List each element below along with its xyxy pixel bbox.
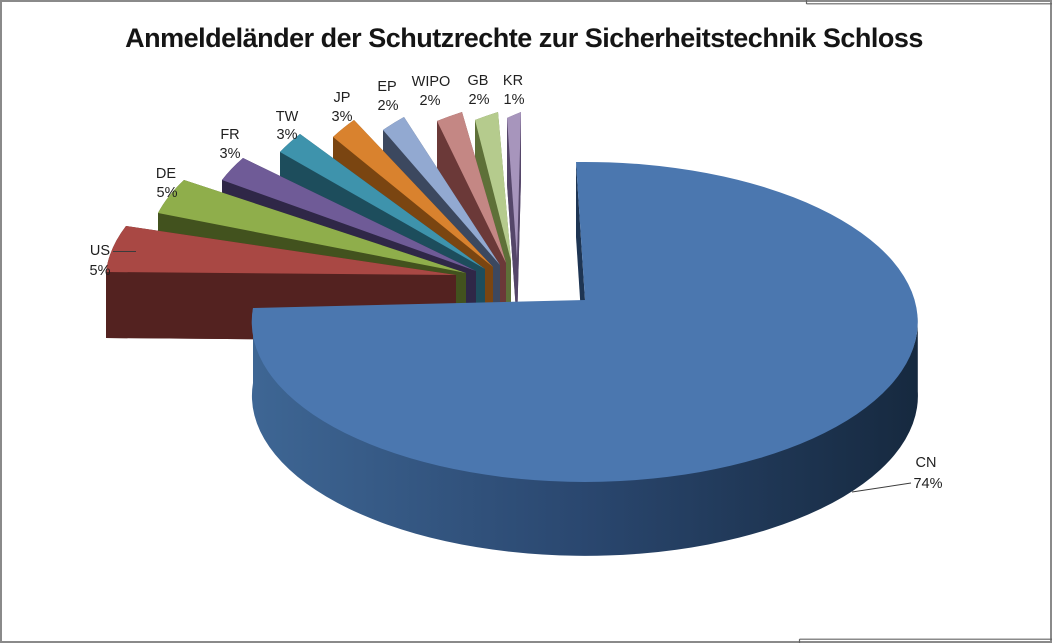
slice-label-wipo: WIPO 2% bbox=[412, 74, 451, 109]
slice-label-ep: EP 2% bbox=[377, 79, 398, 114]
slice-label-kr: KR 1% bbox=[503, 73, 525, 108]
slice-label-kr-pct: 1% bbox=[504, 92, 525, 108]
slice-label-us-pct: 5% bbox=[90, 263, 111, 279]
slice-label-wipo-pct: 2% bbox=[420, 93, 441, 109]
slice-label-fr: FR 3% bbox=[220, 127, 241, 162]
slice-label-de-pct: 5% bbox=[157, 185, 178, 201]
chart-title: Anmeldeländer der Schutzrechte zur Siche… bbox=[125, 23, 923, 53]
slice-label-cn-pct: 74% bbox=[913, 476, 942, 492]
slice-label-wipo-name: WIPO bbox=[412, 74, 451, 90]
slice-label-us: US 5% bbox=[90, 243, 111, 279]
slice-label-gb: GB 2% bbox=[468, 73, 490, 108]
slice-label-tw: TW 3% bbox=[276, 109, 299, 143]
pie-slice-cn[interactable] bbox=[251, 161, 918, 556]
pie-layer bbox=[106, 112, 918, 556]
slice-label-cn-name: CN bbox=[916, 455, 937, 471]
slice-label-gb-name: GB bbox=[468, 73, 489, 89]
slice-label-ep-name: EP bbox=[377, 79, 396, 95]
slice-labels: CN 74% US 5% DE 5% FR 3% TW 3% JP 3% bbox=[90, 73, 943, 492]
slice-label-tw-pct: 3% bbox=[277, 127, 298, 143]
slice-label-gb-pct: 2% bbox=[469, 92, 490, 108]
slice-label-de: DE 5% bbox=[156, 166, 178, 201]
slice-label-fr-pct: 3% bbox=[220, 146, 241, 162]
pie-slice-kr[interactable] bbox=[507, 112, 521, 325]
slice-label-kr-name: KR bbox=[503, 73, 523, 89]
slice-label-jp-name: JP bbox=[334, 90, 351, 106]
cn-leader-line bbox=[851, 482, 912, 493]
slice-label-jp: JP 3% bbox=[332, 90, 353, 125]
slice-label-ep-pct: 2% bbox=[378, 98, 399, 114]
slice-label-tw-name: TW bbox=[276, 109, 299, 125]
slice-label-us-name: US bbox=[90, 243, 110, 259]
window-edge-artifact bbox=[798, 0, 1052, 643]
slice-label-de-name: DE bbox=[156, 166, 176, 182]
slice-label-fr-name: FR bbox=[220, 127, 239, 143]
slice-label-cn: CN 74% bbox=[913, 455, 942, 492]
slice-label-jp-pct: 3% bbox=[332, 109, 353, 125]
